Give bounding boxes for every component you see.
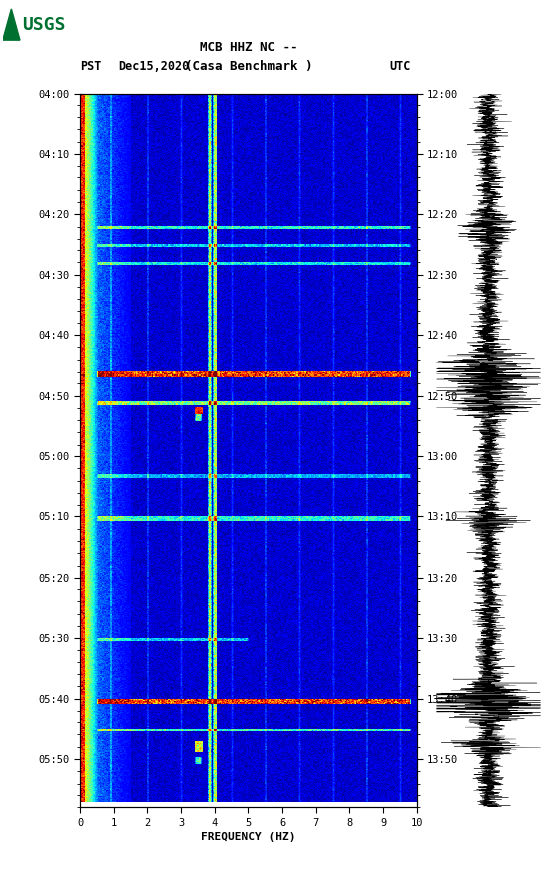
X-axis label: FREQUENCY (HZ): FREQUENCY (HZ) [201, 832, 296, 842]
Text: Dec15,2020: Dec15,2020 [119, 60, 190, 73]
Text: MCB HHZ NC --: MCB HHZ NC -- [200, 40, 297, 54]
Text: PST: PST [80, 60, 102, 73]
Text: UTC: UTC [390, 60, 411, 73]
Polygon shape [3, 9, 20, 40]
Text: USGS: USGS [22, 15, 66, 34]
Text: (Casa Benchmark ): (Casa Benchmark ) [185, 60, 312, 73]
